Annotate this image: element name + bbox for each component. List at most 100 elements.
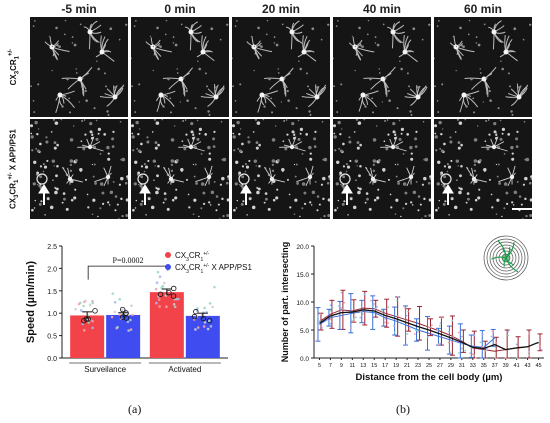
particle — [520, 203, 523, 206]
mean-animal-point — [157, 291, 164, 297]
y-tick-label: 1.5 — [47, 289, 57, 296]
particle — [180, 167, 184, 172]
data-point — [504, 357, 507, 359]
particle — [255, 141, 259, 145]
microglia-trace-icon — [491, 240, 519, 273]
data-point — [130, 304, 133, 308]
particle — [118, 217, 120, 219]
data-point — [540, 349, 543, 351]
particle — [511, 201, 514, 204]
speck — [336, 111, 339, 113]
micrograph-tile — [434, 119, 532, 219]
particle — [126, 177, 128, 181]
particle — [288, 193, 291, 196]
particle — [264, 192, 268, 195]
particle — [53, 165, 55, 167]
speck — [417, 86, 420, 89]
data-point — [393, 325, 395, 328]
particle — [119, 120, 122, 123]
mean-animal-point — [170, 293, 177, 299]
process — [493, 146, 508, 152]
particle — [99, 153, 102, 155]
particle — [447, 165, 452, 169]
cell — [398, 35, 418, 63]
particle — [473, 163, 477, 167]
particle — [219, 217, 221, 219]
particle — [417, 209, 420, 212]
particle — [161, 119, 164, 121]
particle — [135, 199, 138, 202]
particle — [524, 176, 528, 181]
plaque — [238, 173, 250, 185]
particle — [488, 133, 491, 136]
speck — [75, 72, 78, 74]
speck — [79, 23, 82, 26]
speck — [316, 86, 319, 89]
speck — [30, 57, 31, 59]
speck — [270, 111, 274, 114]
speck — [235, 111, 238, 113]
particle — [126, 175, 128, 179]
particle — [210, 190, 215, 195]
series-line — [319, 309, 539, 351]
cell — [162, 67, 194, 97]
particle — [342, 142, 345, 146]
speck — [434, 85, 436, 88]
particle — [36, 132, 39, 136]
particle — [460, 143, 463, 147]
particle — [392, 122, 396, 126]
particle — [222, 214, 225, 218]
data-point — [528, 332, 531, 335]
particle — [411, 204, 414, 206]
particle — [136, 147, 139, 150]
particle — [309, 152, 312, 155]
micrograph-image — [333, 119, 431, 219]
particle — [291, 122, 295, 126]
particle — [414, 145, 418, 148]
particle — [232, 135, 236, 139]
particle — [143, 170, 146, 173]
particle — [402, 182, 407, 186]
arrow-icon — [139, 184, 151, 205]
soma — [206, 174, 212, 180]
particle — [299, 215, 301, 218]
particle — [309, 157, 313, 161]
particle — [112, 130, 115, 134]
particle — [364, 201, 367, 204]
particle — [282, 140, 285, 143]
soma — [370, 176, 376, 182]
particle — [284, 147, 288, 151]
legend-text-part: 1 — [200, 257, 203, 263]
particle — [303, 191, 307, 195]
particle — [395, 198, 399, 202]
soma — [314, 94, 320, 100]
particle — [271, 138, 276, 142]
particle — [446, 163, 449, 166]
row-label: CX3CR1+/- — [7, 48, 20, 86]
data-point — [329, 304, 332, 307]
particle — [503, 153, 506, 155]
particle — [174, 196, 178, 200]
data-point — [177, 297, 180, 301]
plaque — [339, 173, 351, 185]
speck — [78, 101, 80, 103]
data-point — [129, 328, 133, 331]
timepoint-label: 40 min — [362, 2, 401, 16]
process — [163, 166, 172, 180]
particle — [31, 149, 34, 152]
y-tick-label: 0.0 — [47, 356, 57, 363]
particle — [87, 206, 90, 209]
particle — [387, 133, 390, 136]
data-point — [451, 319, 454, 322]
particle — [376, 196, 380, 200]
particle — [238, 132, 241, 136]
cell — [184, 21, 202, 51]
data-point — [155, 281, 159, 284]
legend-text-part: CX — [175, 263, 187, 272]
particle — [501, 132, 504, 135]
particle — [69, 163, 73, 167]
legend-marker — [165, 264, 171, 270]
particle — [334, 149, 337, 152]
process — [291, 146, 306, 152]
speck — [33, 111, 36, 113]
